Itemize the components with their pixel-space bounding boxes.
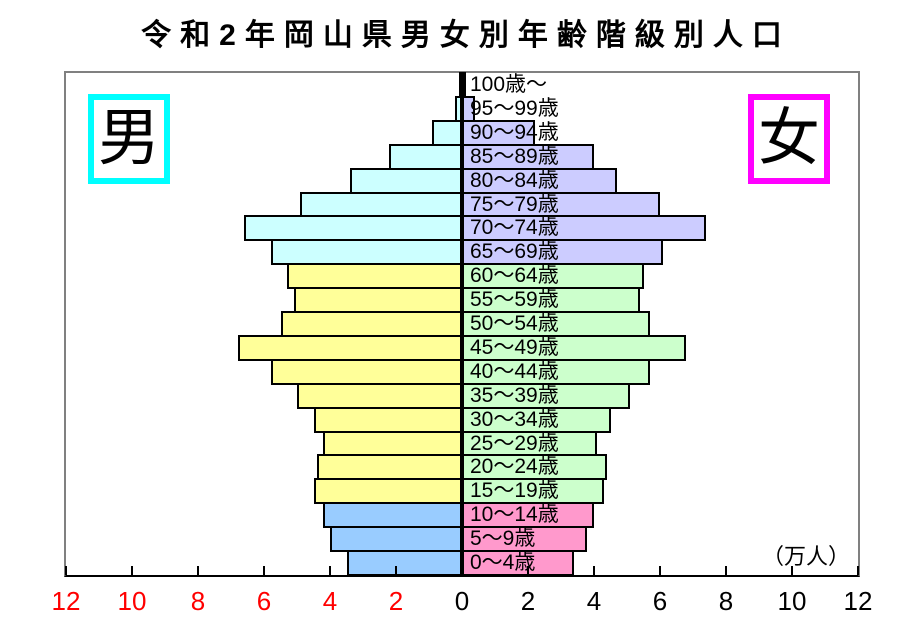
x-axis-tick <box>725 566 727 575</box>
male-bar <box>237 334 462 361</box>
age-group-label: 5〜9歳 <box>470 527 536 551</box>
x-axis-tick-label: 0 <box>454 586 470 616</box>
plot-area: 100歳〜 95〜99歳 90〜94歳 85〜89歳 80〜84歳 75〜79歳 70〜74… <box>64 71 860 577</box>
x-axis-tick <box>395 566 397 575</box>
x-axis-tick <box>527 566 529 575</box>
age-labels-layer: 100歳〜 95〜99歳 90〜94歳 85〜89歳 80〜84歳 75〜79歳 70〜74… <box>66 73 858 575</box>
age-group-label: 15〜19歳 <box>470 479 559 503</box>
male-legend-label: 男 <box>97 104 160 173</box>
age-group-label: 0〜4歳 <box>470 551 536 575</box>
age-group-label: 25〜29歳 <box>470 431 559 455</box>
male-legend-box: 男 <box>88 94 170 184</box>
x-axis-tick <box>659 566 661 575</box>
age-group-label: 85〜89歳 <box>470 144 559 168</box>
axis-unit-label: （万人） <box>761 544 850 569</box>
age-group-label: 30〜34歳 <box>470 407 559 431</box>
female-bar <box>462 143 594 170</box>
age-group-label: 50〜54歳 <box>470 312 559 336</box>
x-axis-tick <box>263 566 265 575</box>
male-bar <box>323 502 462 529</box>
male-bar <box>280 311 462 337</box>
age-group-label: 35〜39歳 <box>470 383 559 407</box>
female-bar <box>462 550 575 576</box>
x-axis-tick-label: 6 <box>256 586 272 616</box>
x-axis-tick-label: 4 <box>586 586 602 616</box>
x-axis-tick-label: 12 <box>51 586 81 616</box>
age-group-label: 20〜24歳 <box>470 455 559 479</box>
x-axis-tick <box>461 566 463 575</box>
female-bar <box>462 334 687 361</box>
age-group-label: 45〜49歳 <box>470 335 559 359</box>
female-legend-box: 女 <box>748 94 830 184</box>
x-axis-tick-label: 8 <box>190 586 206 616</box>
x-axis-tick <box>791 566 793 575</box>
age-group-label: 100歳〜 <box>470 73 548 96</box>
age-group-label: 75〜79歳 <box>470 192 559 216</box>
female-legend-label: 女 <box>757 104 820 173</box>
x-axis-tick-label: 2 <box>520 586 536 616</box>
x-axis-tick-label: 10 <box>117 586 147 616</box>
age-group-label: 80〜84歳 <box>470 168 559 192</box>
age-group-label: 55〜59歳 <box>470 288 559 312</box>
x-axis-tick-label: 12 <box>843 586 873 616</box>
x-axis-tick <box>857 566 859 575</box>
age-group-label: 40〜44歳 <box>470 359 559 383</box>
x-axis-tick <box>593 566 595 575</box>
female-bar <box>462 215 707 242</box>
age-group-label: 95〜99歳 <box>470 96 559 120</box>
chart-title: 令和2年岡山県男女別年齢階級別人口 <box>141 19 791 52</box>
age-group-label: 60〜64歳 <box>470 264 559 288</box>
x-axis-tick-label: 8 <box>718 586 734 616</box>
age-group-label: 65〜69歳 <box>470 240 559 264</box>
x-axis-tick-label: 2 <box>388 586 404 616</box>
x-axis-tick <box>131 566 133 575</box>
age-group-label: 90〜94歳 <box>470 120 559 144</box>
male-bar <box>297 382 462 409</box>
male-bar <box>346 550 462 576</box>
age-group-label: 10〜14歳 <box>470 503 559 527</box>
bars-layer <box>66 72 858 576</box>
x-axis-tick <box>197 566 199 575</box>
x-axis-tick-label: 6 <box>652 586 668 616</box>
age-group-label: 70〜74歳 <box>470 216 559 240</box>
male-bar <box>330 526 462 553</box>
male-bar <box>323 430 462 457</box>
x-axis-tick-label: 10 <box>777 586 807 616</box>
x-axis-labels: 12 10 8 6 4 2 0 2 4 6 8 10 12 <box>0 586 923 620</box>
x-axis-tick <box>329 566 331 575</box>
x-axis-tick <box>65 566 67 575</box>
x-axis-tick-label: 4 <box>322 586 338 616</box>
x-ticks-layer <box>65 73 859 575</box>
